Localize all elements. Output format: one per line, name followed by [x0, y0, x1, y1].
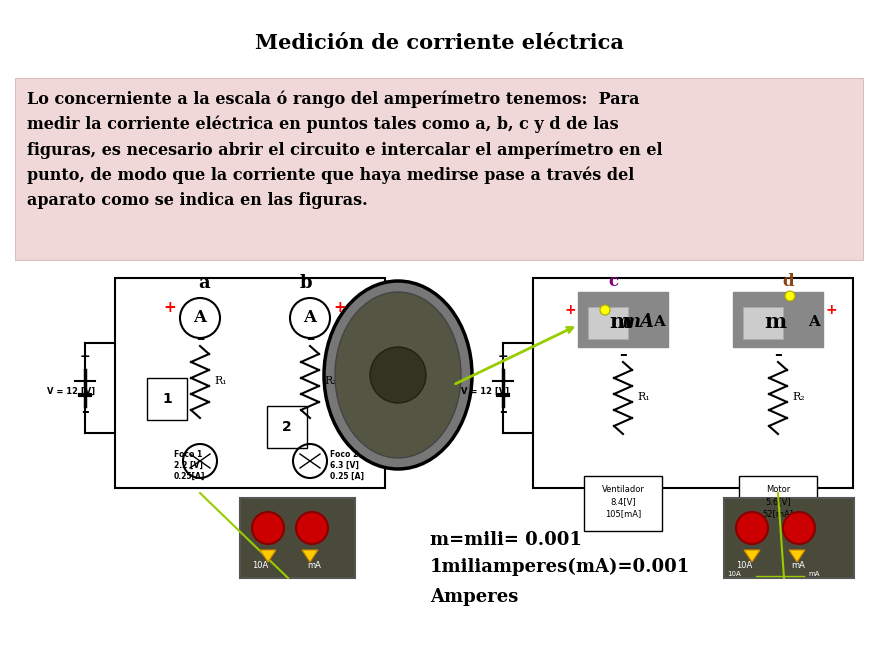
Text: –: – — [306, 330, 313, 348]
Text: b: b — [299, 274, 312, 292]
Text: R₂: R₂ — [791, 392, 803, 402]
Bar — [587, 307, 627, 339]
Polygon shape — [743, 550, 759, 562]
Text: Motor: Motor — [765, 485, 789, 494]
Polygon shape — [788, 550, 804, 562]
FancyBboxPatch shape — [15, 78, 862, 260]
Bar — [742, 307, 782, 339]
Text: 6.3 [V]: 6.3 [V] — [329, 461, 358, 470]
Text: m: m — [763, 312, 785, 332]
Text: A: A — [303, 310, 316, 327]
Bar — [240, 498, 355, 578]
Text: 0.25 [A]: 0.25 [A] — [329, 472, 363, 481]
Text: mA: mA — [306, 561, 320, 570]
Text: –: – — [499, 404, 507, 419]
Text: 1: 1 — [162, 392, 172, 406]
Text: m: m — [608, 312, 630, 332]
Text: mA: mA — [621, 313, 654, 331]
Text: 0.25[A]: 0.25[A] — [174, 472, 205, 481]
Text: –: – — [774, 347, 781, 362]
Circle shape — [296, 512, 327, 544]
Text: 1miliamperes(mA)=0.001: 1miliamperes(mA)=0.001 — [429, 558, 689, 576]
Text: Foco 1: Foco 1 — [174, 450, 202, 459]
Circle shape — [782, 512, 814, 544]
Text: –: – — [618, 347, 626, 362]
Text: Lo concerniente a la escala ó rango del amperímetro tenemos:  Para
medir la corr: Lo concerniente a la escala ó rango del … — [27, 90, 662, 209]
Bar — [738, 476, 816, 531]
Polygon shape — [302, 550, 318, 562]
Text: +: + — [564, 303, 575, 317]
Text: A: A — [652, 315, 664, 329]
Text: Ventilador: Ventilador — [601, 485, 644, 494]
Bar — [147, 378, 187, 420]
Text: +: + — [163, 300, 176, 315]
Text: m=mili= 0.001: m=mili= 0.001 — [429, 531, 581, 549]
Text: a: a — [198, 274, 210, 292]
Text: 2: 2 — [282, 420, 291, 434]
Polygon shape — [260, 550, 276, 562]
Bar — [578, 292, 667, 347]
Text: +: + — [80, 350, 90, 363]
Circle shape — [600, 305, 609, 315]
Circle shape — [290, 298, 329, 338]
Text: 10A: 10A — [252, 561, 268, 570]
Text: R₁: R₁ — [213, 376, 227, 386]
Text: Foco 2: Foco 2 — [329, 450, 358, 459]
Ellipse shape — [335, 292, 460, 458]
Text: V = 12 [V]: V = 12 [V] — [47, 387, 95, 396]
Text: 10A: 10A — [726, 571, 740, 577]
Text: 52[mA]: 52[mA] — [761, 509, 793, 518]
Circle shape — [370, 347, 426, 403]
Text: +: + — [497, 350, 507, 363]
Ellipse shape — [324, 281, 471, 469]
Text: mA: mA — [808, 571, 819, 577]
Bar — [732, 292, 822, 347]
Text: 8.4[V]: 8.4[V] — [609, 497, 635, 506]
Text: 5.6[V]: 5.6[V] — [765, 497, 790, 506]
Text: Amperes: Amperes — [429, 588, 518, 606]
Text: +: + — [824, 303, 836, 317]
Text: –: – — [81, 404, 89, 419]
Text: c: c — [608, 273, 617, 290]
Text: +: + — [334, 300, 346, 315]
Text: 105[mA]: 105[mA] — [604, 509, 640, 518]
Text: A: A — [807, 315, 819, 329]
Text: d: d — [781, 273, 793, 290]
Text: R₂: R₂ — [324, 376, 336, 386]
Text: –: – — [196, 330, 204, 348]
Text: Medición de corriente eléctrica: Medición de corriente eléctrica — [255, 33, 623, 53]
Bar — [115, 278, 385, 488]
Bar — [267, 406, 306, 448]
Text: R₁: R₁ — [637, 392, 649, 402]
Circle shape — [252, 512, 284, 544]
Bar — [532, 278, 852, 488]
Text: V = 12 [V]: V = 12 [V] — [460, 387, 508, 396]
Text: A: A — [193, 310, 206, 327]
Text: mA: mA — [790, 561, 804, 570]
Bar — [583, 476, 661, 531]
Circle shape — [784, 291, 794, 301]
Circle shape — [180, 298, 220, 338]
Bar — [723, 498, 853, 578]
Circle shape — [735, 512, 767, 544]
Text: 2.2 [V]: 2.2 [V] — [174, 461, 203, 470]
Text: 10A: 10A — [735, 561, 752, 570]
